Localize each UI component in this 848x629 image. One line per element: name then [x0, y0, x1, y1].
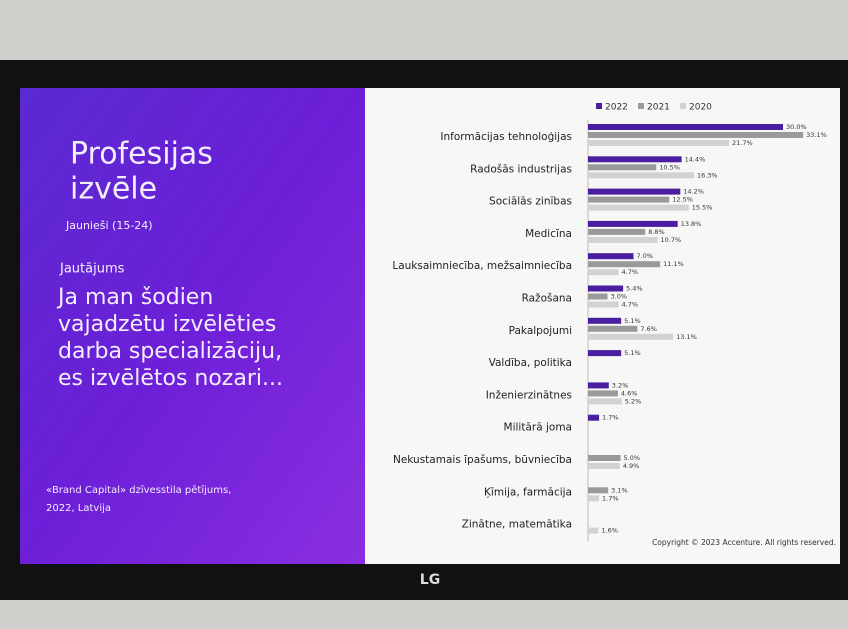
- value-label: 8.8%: [648, 228, 665, 236]
- value-label: 12.5%: [672, 196, 693, 204]
- value-label: 13.1%: [676, 333, 697, 341]
- source: 2022, Latvija: [46, 503, 111, 514]
- legend-label: 2021: [647, 103, 670, 113]
- bar: [588, 455, 621, 461]
- value-label: 16.3%: [697, 171, 718, 179]
- value-label: 30.0%: [786, 123, 807, 131]
- question-line: es izvēlētos nozari...: [58, 366, 283, 391]
- bar: [588, 382, 609, 389]
- source: «Brand Capital» dzīvesstila pētījums,: [46, 485, 231, 496]
- bar: [588, 253, 634, 260]
- value-label: 3.2%: [612, 381, 629, 389]
- bar: [588, 228, 646, 235]
- bar: [588, 172, 694, 179]
- value-label: 3.1%: [611, 486, 628, 494]
- value-label: 5.0%: [624, 454, 641, 462]
- chart: 2022 2021 2020 Informācijas tehnoloģijas 30.…: [392, 103, 827, 542]
- slide-title: Profesijas: [70, 137, 213, 172]
- legend-swatch: [596, 103, 602, 109]
- value-label: 5.2%: [625, 397, 642, 405]
- category-label: Informācijas tehnoloģijas: [440, 131, 572, 143]
- legend-swatch: [680, 103, 686, 109]
- bar: [588, 188, 681, 195]
- value-label: 14.2%: [683, 188, 704, 196]
- bar: [588, 236, 658, 243]
- value-label: 4.7%: [622, 301, 639, 309]
- bar: [588, 140, 730, 146]
- value-label: 3.0%: [611, 293, 628, 301]
- bar: [588, 156, 682, 163]
- category-label: Sociālās zinības: [489, 196, 572, 208]
- legend-label: 2022: [605, 103, 628, 113]
- value-label: 10.7%: [661, 236, 682, 244]
- value-label: 1.7%: [602, 414, 619, 422]
- audience: Jaunieši (15-24): [65, 219, 153, 232]
- bar: [588, 350, 622, 357]
- legend-swatch: [638, 103, 644, 109]
- value-label: 10.5%: [659, 163, 680, 171]
- bar: [588, 398, 622, 405]
- value-label: 21.7%: [732, 139, 753, 147]
- question-line: darba specializāciju,: [58, 339, 282, 364]
- bar: [588, 463, 620, 469]
- slide-title: izvēle: [70, 172, 157, 207]
- bar: [588, 487, 609, 494]
- bar: [588, 164, 657, 171]
- value-label: 7.6%: [640, 325, 657, 333]
- value-label: 33.1%: [806, 131, 827, 139]
- category-label: Militārā joma: [504, 422, 572, 434]
- value-label: 11.1%: [663, 260, 684, 268]
- bar: [588, 495, 600, 502]
- bar: [588, 390, 618, 397]
- value-label: 4.7%: [622, 268, 639, 276]
- category-label: Ķīmija, farmācija: [484, 486, 572, 498]
- bar: [588, 527, 599, 534]
- slide-left-panel: [20, 88, 365, 564]
- category-label: Zinātne, matemātika: [462, 519, 572, 531]
- bar: [588, 285, 624, 292]
- value-label: 4.6%: [621, 389, 638, 397]
- bar: [588, 325, 638, 332]
- value-label: 15.5%: [692, 204, 713, 212]
- value-label: 4.9%: [623, 462, 640, 470]
- question-label: Jautājums: [59, 262, 125, 277]
- bar: [588, 317, 622, 324]
- category-label: Ražošana: [522, 293, 572, 305]
- bar: [588, 196, 670, 203]
- monitor-brand: LG: [420, 572, 440, 588]
- category-label: Inženierzinātnes: [486, 389, 572, 401]
- question-line: Ja man šodien: [56, 285, 213, 310]
- value-label: 5.1%: [624, 317, 641, 325]
- question-line: vajadzētu izvēlēties: [58, 312, 276, 337]
- category-label: Radošās industrijas: [470, 163, 572, 175]
- bar: [588, 261, 661, 268]
- bar: [588, 124, 783, 130]
- copyright: Copyright © 2023 Accenture. All rights r…: [652, 538, 836, 547]
- category-label: Pakalpojumi: [509, 325, 572, 337]
- value-label: 1.7%: [602, 494, 619, 502]
- legend-label: 2020: [689, 103, 712, 113]
- value-label: 5.1%: [624, 349, 641, 357]
- value-label: 1.6%: [601, 527, 618, 535]
- value-label: 13.8%: [681, 220, 702, 228]
- bar: [588, 204, 689, 211]
- bar: [588, 301, 619, 308]
- category-label: Lauksaimniecība, mežsaimniecība: [392, 260, 572, 272]
- bar: [588, 333, 674, 340]
- value-label: 14.4%: [685, 155, 706, 163]
- bar: [588, 132, 804, 138]
- category-label: Nekustamais īpašums, būvniecība: [393, 454, 572, 466]
- bar: [588, 220, 678, 227]
- category-label: Medicīna: [525, 228, 572, 240]
- value-label: 5.4%: [626, 285, 643, 293]
- bar: [588, 269, 619, 276]
- category-label: Valdība, politika: [489, 357, 572, 369]
- value-label: 7.0%: [637, 252, 654, 260]
- bar: [588, 414, 600, 421]
- bar: [588, 293, 608, 300]
